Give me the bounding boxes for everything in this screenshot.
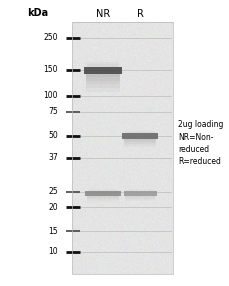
Bar [125,198,155,200]
Text: 2ug loading
NR=Non-
reduced
R=reduced: 2ug loading NR=Non- reduced R=reduced [178,120,223,166]
Bar [86,77,120,81]
Bar [87,197,119,198]
Bar [87,196,119,197]
Bar [85,190,121,196]
Bar [125,196,155,198]
Bar [122,133,158,139]
Bar [84,67,122,74]
Bar [87,64,119,67]
Text: 50: 50 [48,132,58,140]
Bar [124,142,156,144]
Text: 250: 250 [44,33,58,43]
Text: kDa: kDa [27,8,49,18]
Text: 10: 10 [48,247,58,257]
Bar [123,190,156,196]
Bar [126,189,154,190]
Bar [125,131,155,132]
Bar [86,84,120,88]
Text: 150: 150 [44,65,58,74]
Bar [124,145,156,147]
Text: 37: 37 [48,154,58,162]
Text: 20: 20 [48,202,58,212]
Text: 100: 100 [44,92,58,100]
Bar [125,132,155,133]
Bar [72,22,173,274]
Bar [87,200,119,202]
Text: 75: 75 [48,108,58,116]
Bar [87,199,119,200]
Text: R: R [136,9,143,19]
Bar [87,198,119,199]
Bar [88,189,118,190]
Text: 25: 25 [48,188,58,196]
Bar [124,144,156,145]
Bar [124,139,156,141]
Text: 15: 15 [48,227,58,235]
Bar [86,81,120,84]
Bar [86,88,120,92]
Text: NR: NR [96,9,110,19]
Bar [124,141,156,142]
Bar [87,62,119,64]
Bar [86,74,120,77]
